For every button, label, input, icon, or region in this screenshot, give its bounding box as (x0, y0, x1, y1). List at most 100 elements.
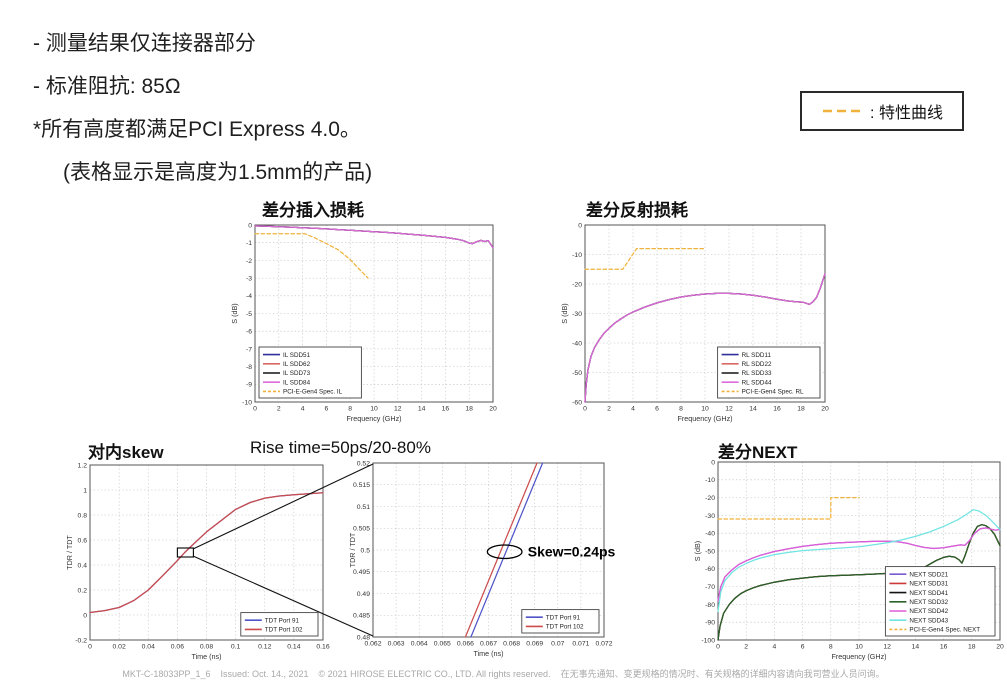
svg-text:8: 8 (829, 644, 833, 651)
insertion-loss-chart: 0 2 4 6 8 10 12 14 16 18 20 0 -1 -2 -3 -4 -5 -6 -7 -8 -9 -10 F… (230, 218, 510, 430)
return-loss-svg: 0 2 4 6 8 10 12 14 16 18 20 0 -10 -20 -30 -40 -50 -60 Freq… (560, 222, 829, 423)
svg-text:-50: -50 (705, 548, 715, 555)
svg-text:-40: -40 (705, 531, 715, 538)
svg-text:-20: -20 (572, 281, 582, 288)
svg-text:PCI-E-Gen4 Spec. RL: PCI-E-Gen4 Spec. RL (742, 389, 804, 396)
chart-title-skew: 对内skew (88, 443, 164, 462)
svg-text:0.067: 0.067 (480, 641, 497, 648)
svg-text:16: 16 (940, 644, 948, 651)
svg-text:-2: -2 (246, 258, 252, 265)
svg-text:0.07: 0.07 (551, 641, 564, 648)
svg-text:0.08: 0.08 (200, 644, 213, 651)
svg-text:0: 0 (711, 459, 715, 466)
svg-text:-30: -30 (705, 513, 715, 520)
svg-text:0: 0 (83, 612, 87, 619)
svg-text:S (dB): S (dB) (560, 303, 569, 323)
svg-text:10: 10 (855, 644, 863, 651)
svg-text:Frequency (GHz): Frequency (GHz) (346, 414, 401, 423)
svg-text:NEXT SDD42: NEXT SDD42 (909, 608, 948, 615)
svg-text:TDT Port 102: TDT Port 102 (546, 624, 584, 631)
svg-text:TDR / TDT: TDR / TDT (348, 532, 357, 567)
svg-text:10: 10 (701, 406, 709, 413)
svg-text:RL SDD11: RL SDD11 (742, 352, 772, 359)
svg-text:0.505: 0.505 (353, 526, 370, 533)
svg-text:16: 16 (773, 406, 781, 413)
svg-text:-80: -80 (705, 602, 715, 609)
svg-text:IL SDD51: IL SDD51 (283, 352, 311, 359)
svg-text:4: 4 (773, 644, 777, 651)
svg-text:18: 18 (797, 406, 805, 413)
skew-zoom-chart: 0.062 0.063 0.064 0.065 0.066 0.067 0.068 0.069… (335, 450, 620, 665)
svg-text:0.6: 0.6 (78, 537, 88, 544)
svg-text:18: 18 (968, 644, 976, 651)
svg-text:-90: -90 (705, 620, 715, 627)
svg-text:-10: -10 (705, 477, 715, 484)
svg-text:0.51: 0.51 (357, 504, 370, 511)
svg-text:0.12: 0.12 (258, 644, 271, 651)
svg-text:PCI-E-Gen4 Spec. IL: PCI-E-Gen4 Spec. IL (283, 389, 343, 396)
svg-text:-10: -10 (572, 252, 582, 259)
svg-text:NEXT SDD41: NEXT SDD41 (909, 590, 948, 597)
svg-text:14: 14 (749, 406, 757, 413)
svg-text:0.52: 0.52 (357, 460, 370, 467)
svg-text:20: 20 (489, 406, 497, 413)
svg-text:0: 0 (88, 644, 92, 651)
svg-text:18: 18 (465, 406, 473, 413)
svg-text:14: 14 (912, 644, 920, 651)
svg-text:Frequency (GHz): Frequency (GHz) (677, 414, 732, 423)
svg-text:0.06: 0.06 (171, 644, 184, 651)
svg-text:0: 0 (578, 222, 582, 229)
note-line-impedance: - 标准阻抗: 85Ω (33, 75, 181, 98)
svg-text:0.064: 0.064 (411, 641, 428, 648)
svg-text:10: 10 (370, 406, 378, 413)
svg-text:-20: -20 (705, 495, 715, 502)
rise-time-label: Rise time=50ps/20-80% (250, 438, 431, 457)
note-line-height: (表格显示是高度为1.5mm的产品) (63, 161, 373, 184)
svg-text:-30: -30 (572, 311, 582, 318)
svg-text:Skew=0.24ps: Skew=0.24ps (528, 544, 616, 560)
svg-text:0.49: 0.49 (357, 591, 370, 598)
svg-text:14: 14 (418, 406, 426, 413)
svg-text:12: 12 (725, 406, 733, 413)
svg-text:0: 0 (716, 644, 720, 651)
svg-text:6: 6 (655, 406, 659, 413)
svg-text:20: 20 (996, 644, 1004, 651)
svg-text:0.062: 0.062 (364, 641, 381, 648)
svg-text:TDT Port 91: TDT Port 91 (265, 617, 300, 624)
svg-text:Time (ns): Time (ns) (473, 649, 503, 658)
svg-text:-10: -10 (242, 399, 252, 406)
svg-text:0.1: 0.1 (231, 644, 241, 651)
svg-text:0.071: 0.071 (572, 641, 589, 648)
svg-text:RL SDD44: RL SDD44 (742, 379, 772, 386)
svg-text:0.4: 0.4 (78, 562, 88, 569)
svg-text:0.065: 0.065 (434, 641, 451, 648)
svg-text:2: 2 (744, 644, 748, 651)
svg-text:0: 0 (248, 222, 252, 229)
svg-text:IL SDD62: IL SDD62 (283, 361, 311, 368)
dashed-line-icon (823, 109, 862, 113)
svg-text:-60: -60 (705, 566, 715, 573)
insertion-loss-svg: 0 2 4 6 8 10 12 14 16 18 20 0 -1 -2 -3 -4 -5 -6 -7 -8 -9 -10 F… (230, 222, 497, 423)
svg-text:-70: -70 (705, 584, 715, 591)
svg-text:8: 8 (348, 406, 352, 413)
svg-text:4: 4 (631, 406, 635, 413)
svg-text:0: 0 (583, 406, 587, 413)
svg-text:RL SDD33: RL SDD33 (742, 370, 772, 377)
svg-text:20: 20 (821, 406, 829, 413)
return-loss-chart: 0 2 4 6 8 10 12 14 16 18 20 0 -10 -20 -30 -40 -50 -60 Freq… (558, 218, 838, 430)
svg-text:0.8: 0.8 (78, 512, 88, 519)
svg-text:-60: -60 (572, 399, 582, 406)
next-svg: 0 2 4 6 8 10 12 14 16 18 20 0 -10 -20 -30 -40 -50 -60 -70 -… (693, 459, 1004, 661)
svg-text:-7: -7 (246, 346, 252, 353)
svg-text:2: 2 (277, 406, 281, 413)
svg-text:0: 0 (253, 406, 257, 413)
svg-text:0.2: 0.2 (78, 587, 88, 594)
svg-text:-0.2: -0.2 (75, 637, 87, 644)
svg-text:0.02: 0.02 (113, 644, 126, 651)
svg-text:Time (ns): Time (ns) (191, 652, 221, 661)
chart-title-next: 差分NEXT (718, 443, 798, 462)
svg-text:-4: -4 (246, 293, 252, 300)
svg-text:Frequency (GHz): Frequency (GHz) (831, 652, 886, 661)
svg-text:IL SDD73: IL SDD73 (283, 370, 311, 377)
svg-text:-50: -50 (572, 370, 582, 377)
